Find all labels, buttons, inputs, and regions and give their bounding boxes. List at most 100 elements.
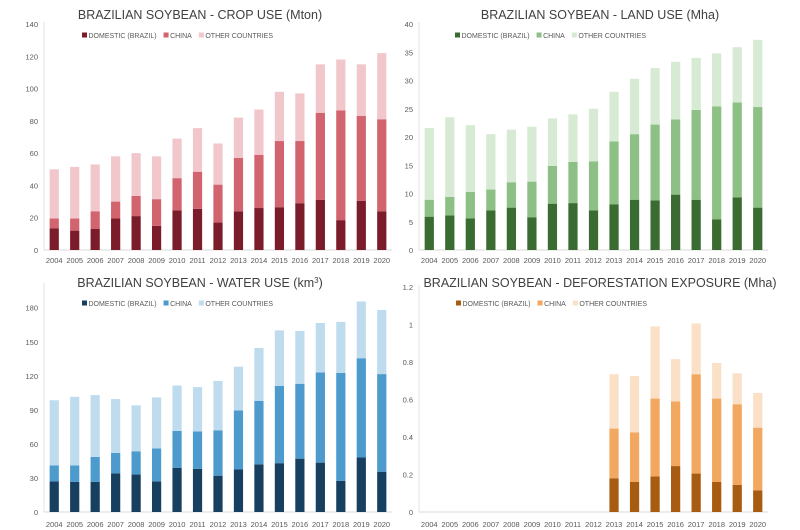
bar-segment-other-countries-2005 xyxy=(70,166,80,219)
bar-segment-domestic-brazil-2011 xyxy=(192,208,203,250)
x-tick-label: 2011 xyxy=(565,520,581,529)
x-tick-label: 2017 xyxy=(688,520,705,529)
legend-label: DOMESTIC (BRAZIL) xyxy=(89,33,157,40)
crop-use-chart: BRAZILIAN SOYBEAN - CROP USE (Mton) 0 20 40… xyxy=(0,0,400,265)
bar-segment-china-2006 xyxy=(90,211,100,230)
bar-segment-domestic-brazil-2009 xyxy=(151,225,162,250)
legend-label: DOMESTIC (BRAZIL) xyxy=(89,301,157,308)
bar-segment-other-countries-2013 xyxy=(233,117,244,158)
bar-segment-other-countries-2018 xyxy=(712,53,722,107)
bar-segment-china-2017 xyxy=(315,372,325,463)
x-tick-label: 2004 xyxy=(46,520,63,529)
x-tick-label: 2009 xyxy=(148,256,165,265)
x-tick-label: 2006 xyxy=(87,256,104,265)
legend-swatch xyxy=(198,32,204,38)
bar-segment-other-countries-2020 xyxy=(377,53,387,120)
bar-segment-china-2016 xyxy=(671,401,681,467)
bar-segment-other-countries-2015 xyxy=(650,68,660,125)
bar-segment-china-2011 xyxy=(192,171,203,209)
bar-segment-other-countries-2014 xyxy=(254,347,264,401)
bar-segment-other-countries-2012 xyxy=(213,380,223,431)
bar-segment-domestic-brazil-2014 xyxy=(629,482,640,512)
bar-segment-domestic-brazil-2013 xyxy=(233,469,244,512)
y-tick-label: 80 xyxy=(30,117,38,126)
bar-segment-domestic-brazil-2019 xyxy=(356,457,366,512)
bar-segment-china-2019 xyxy=(356,358,366,458)
bar-segment-china-2015 xyxy=(274,386,285,464)
bar-segment-china-2014 xyxy=(629,432,640,482)
y-tick-label: 20 xyxy=(30,214,38,223)
x-tick-label: 2017 xyxy=(688,256,705,265)
y-tick-label: 120 xyxy=(25,372,38,381)
bar-segment-other-countries-2019 xyxy=(732,373,742,405)
x-tick-label: 2011 xyxy=(189,256,205,265)
x-tick-label: 2006 xyxy=(462,520,479,529)
x-tick-label: 2008 xyxy=(503,256,520,265)
bar-segment-domestic-brazil-2010 xyxy=(172,467,182,512)
bar-segment-domestic-brazil-2007 xyxy=(111,218,121,250)
x-tick-label: 2013 xyxy=(230,256,247,265)
x-tick-label: 2018 xyxy=(708,520,725,529)
legend-label: OTHER COUNTRIES xyxy=(205,301,273,308)
bar-segment-other-countries-2015 xyxy=(274,330,285,387)
bar-segment-china-2019 xyxy=(732,102,742,198)
bar-segment-china-2010 xyxy=(547,165,558,204)
x-tick-label: 2012 xyxy=(585,256,602,265)
y-tick-label: 60 xyxy=(30,440,38,449)
x-tick-label: 2015 xyxy=(271,520,288,529)
x-tick-label: 2006 xyxy=(87,520,104,529)
x-tick-label: 2010 xyxy=(544,520,561,529)
y-tick-label: 0 xyxy=(409,508,413,517)
y-tick-label: 180 xyxy=(25,304,38,313)
bar-segment-other-countries-2014 xyxy=(629,78,640,135)
deforestation-exposure-chart: BRAZILIAN SOYBEAN - DEFORESTATION EXPOSU… xyxy=(400,265,800,530)
chart-title: BRAZILIAN SOYBEAN - CROP USE (Mton) xyxy=(78,8,322,22)
bar-segment-china-2014 xyxy=(629,134,640,200)
x-tick-label: 2010 xyxy=(169,520,186,529)
bar-segment-domestic-brazil-2014 xyxy=(629,199,640,250)
bar-segment-domestic-brazil-2006 xyxy=(465,218,475,250)
y-tick-label: 40 xyxy=(405,20,413,29)
legend-label: OTHER COUNTRIES xyxy=(578,33,646,40)
bar-segment-domestic-brazil-2009 xyxy=(527,217,537,250)
y-tick-label: 40 xyxy=(30,181,38,190)
legend-label: CHINA xyxy=(544,301,566,308)
bar-segment-other-countries-2020 xyxy=(377,309,387,375)
y-tick-label: 0.4 xyxy=(403,433,413,442)
bar-segment-other-countries-2013 xyxy=(609,374,619,429)
bar-segment-china-2012 xyxy=(588,161,599,211)
x-tick-label: 2010 xyxy=(169,256,186,265)
bar-segment-china-2015 xyxy=(650,124,660,201)
bar-segment-other-countries-2011 xyxy=(192,387,203,432)
legend-swatch xyxy=(571,32,577,38)
bar-segment-domestic-brazil-2008 xyxy=(506,207,516,251)
x-tick-label: 2005 xyxy=(441,520,458,529)
y-tick-label: 140 xyxy=(25,20,38,29)
bar-segment-other-countries-2008 xyxy=(131,153,141,196)
bar-segment-china-2018 xyxy=(336,372,346,481)
bar-segment-china-2011 xyxy=(568,161,578,204)
legend-label: DOMESTIC (BRAZIL) xyxy=(462,33,530,40)
y-tick-label: 30 xyxy=(405,77,413,86)
legend-label: OTHER COUNTRIES xyxy=(579,301,647,308)
y-tick-label: 0.2 xyxy=(403,471,413,480)
bar-segment-china-2007 xyxy=(486,189,496,211)
bar-segment-domestic-brazil-2015 xyxy=(650,476,660,513)
x-tick-label: 2016 xyxy=(292,520,309,529)
bar-segment-china-2020 xyxy=(377,119,387,212)
y-tick-label: 0 xyxy=(34,508,38,517)
bar-segment-domestic-brazil-2016 xyxy=(671,194,681,250)
legend-swatch xyxy=(163,32,169,38)
legend-swatch xyxy=(82,300,87,306)
bar-segment-other-countries-2011 xyxy=(192,128,203,172)
land-use-chart-svg: BRAZILIAN SOYBEAN - LAND USE (Mha) 0 5 10 15… xyxy=(405,8,768,265)
x-tick-label: 2020 xyxy=(749,520,766,529)
bar-segment-other-countries-2018 xyxy=(336,59,346,111)
bar-segment-domestic-brazil-2017 xyxy=(315,462,325,512)
bar-segment-other-countries-2014 xyxy=(629,376,640,433)
x-tick-label: 2009 xyxy=(524,520,541,529)
bar-segment-other-countries-2017 xyxy=(691,57,701,110)
y-tick-label: 0 xyxy=(34,246,38,255)
bar-segment-china-2014 xyxy=(254,400,264,465)
bar-segment-china-2004 xyxy=(49,465,59,482)
